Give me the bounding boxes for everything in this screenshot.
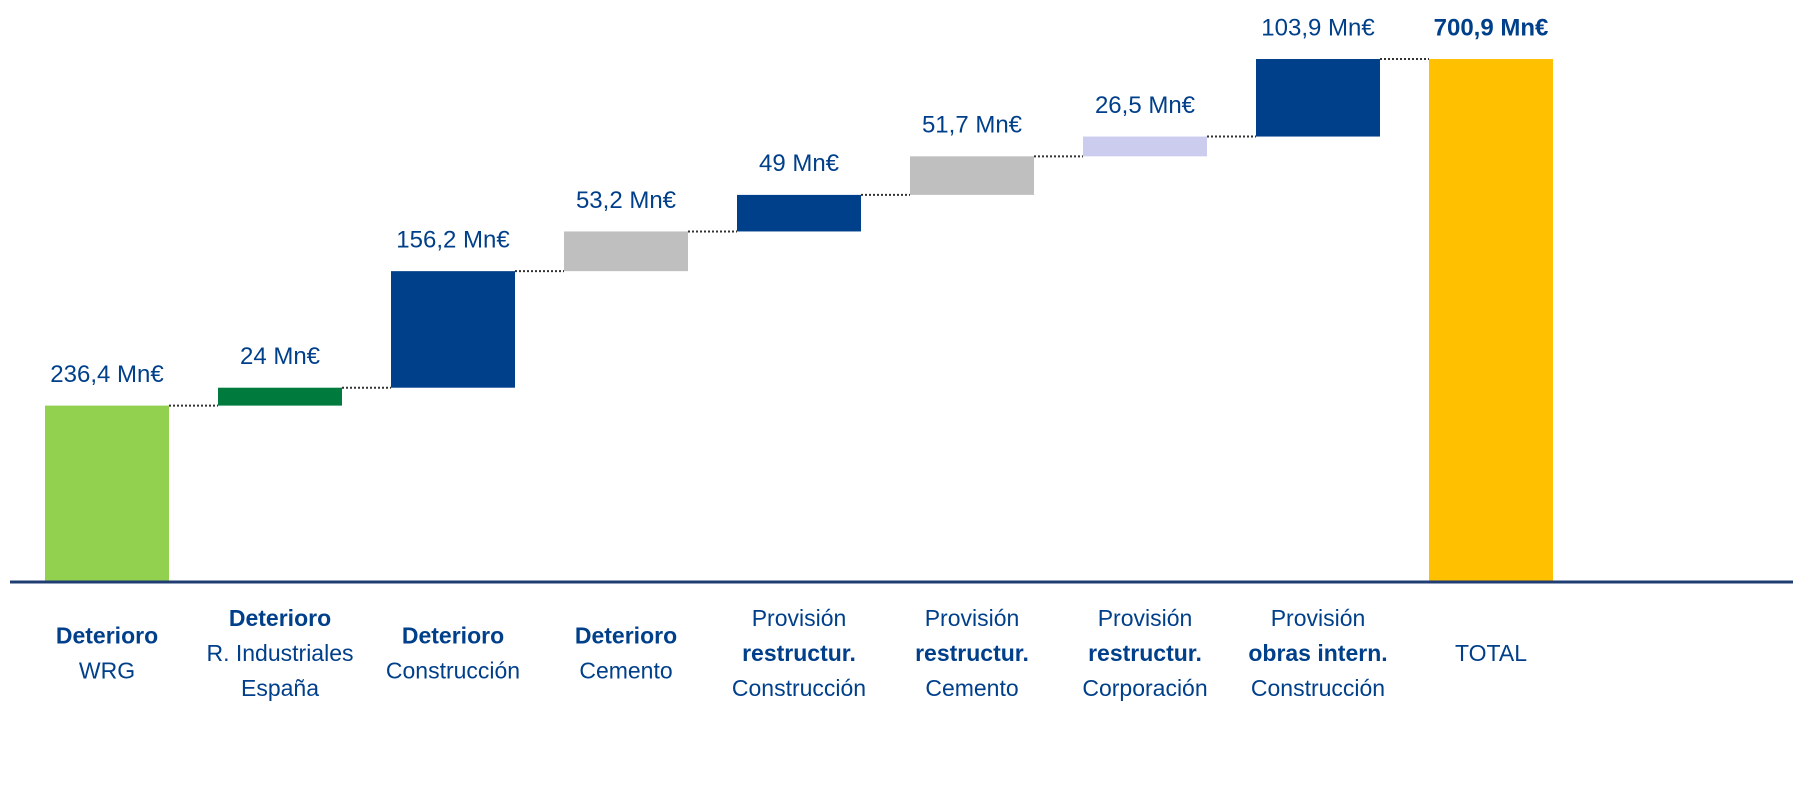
x-tick-label: Deterioro bbox=[402, 623, 504, 649]
bar bbox=[564, 231, 688, 272]
bar bbox=[910, 156, 1034, 195]
x-tick-label: Provisión bbox=[1098, 605, 1193, 631]
x-tick-label: Provisión bbox=[1271, 605, 1366, 631]
x-tick-label: Cemento bbox=[925, 675, 1018, 701]
value-label: 236,4 Mn€ bbox=[50, 361, 164, 388]
x-tick-label: Provisión bbox=[925, 605, 1020, 631]
x-tick-label: restructur. bbox=[742, 640, 856, 666]
value-label: 700,9 Mn€ bbox=[1434, 14, 1549, 41]
bar bbox=[1083, 136, 1207, 157]
x-tick-label: Construcción bbox=[386, 658, 520, 684]
x-tick-label: Deterioro bbox=[575, 623, 677, 649]
x-tick-label: Cemento bbox=[579, 658, 672, 684]
x-tick-label: Construcción bbox=[1251, 675, 1385, 701]
x-tick-label: Construcción bbox=[732, 675, 866, 701]
bar bbox=[218, 387, 342, 406]
value-label: 103,9 Mn€ bbox=[1261, 14, 1375, 41]
value-label: 26,5 Mn€ bbox=[1095, 92, 1196, 119]
value-label: 49 Mn€ bbox=[759, 150, 840, 177]
x-tick-label: obras intern. bbox=[1248, 640, 1387, 666]
bar bbox=[45, 405, 169, 582]
x-tick-label: WRG bbox=[79, 658, 135, 684]
value-label: 24 Mn€ bbox=[240, 343, 321, 370]
bar bbox=[1256, 59, 1380, 137]
x-tick-label: Provisión bbox=[752, 605, 847, 631]
x-tick-label: R. Industriales bbox=[206, 640, 353, 666]
bar bbox=[737, 194, 861, 232]
x-tick-label: restructur. bbox=[915, 640, 1029, 666]
x-tick-label: Corporación bbox=[1082, 675, 1207, 701]
value-label: 53,2 Mn€ bbox=[576, 187, 677, 214]
value-label: 156,2 Mn€ bbox=[396, 226, 510, 253]
x-tick-label: restructur. bbox=[1088, 640, 1202, 666]
x-tick-label: España bbox=[241, 675, 319, 701]
x-tick-label: Deterioro bbox=[229, 605, 331, 631]
x-tick-label: TOTAL bbox=[1455, 640, 1527, 666]
bar bbox=[391, 271, 515, 388]
value-label: 51,7 Mn€ bbox=[922, 112, 1023, 139]
x-tick-label: Deterioro bbox=[56, 623, 158, 649]
bar bbox=[1429, 59, 1553, 583]
